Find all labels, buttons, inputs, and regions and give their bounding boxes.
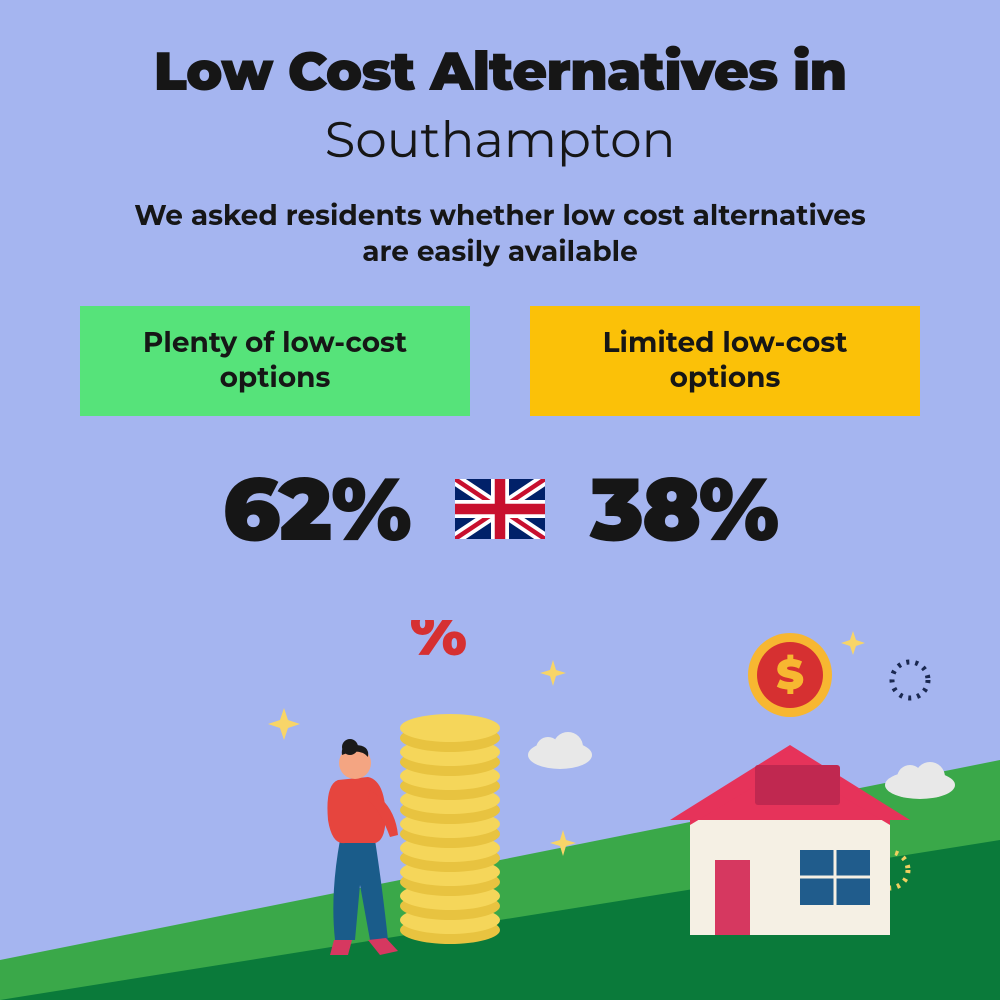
infographic-container: Low Cost Alternatives in Southampton We … [0, 0, 1000, 1000]
dollar-coin-icon: $ [748, 633, 832, 717]
percent-icon: % [410, 620, 467, 671]
option-limited-label: Limited low-cost options [560, 326, 890, 396]
svg-text:$: $ [776, 648, 804, 700]
uk-flag-icon [455, 479, 545, 539]
cloud-icon [528, 732, 592, 769]
option-plenty: Plenty of low-cost options [80, 306, 470, 416]
option-limited: Limited low-cost options [530, 306, 920, 416]
stat-right: 38% [590, 456, 778, 563]
subtitle-text: We asked residents whether low cost alte… [0, 198, 1000, 271]
option-plenty-label: Plenty of low-cost options [110, 326, 440, 396]
title-line1: Low Cost Alternatives in [0, 0, 1000, 104]
stats-row: 62% 38% [0, 456, 1000, 563]
coin-stack-icon [400, 714, 500, 944]
illustration-scene: $ % [0, 620, 1000, 1000]
stat-left: 62% [223, 456, 410, 563]
title-line2: Southampton [0, 109, 1000, 170]
dotted-circle-icon [892, 662, 928, 698]
svg-text:%: % [410, 620, 467, 671]
options-row: Plenty of low-cost options Limited low-c… [0, 306, 1000, 416]
cloud-icon [885, 762, 955, 799]
house-icon [670, 745, 910, 935]
